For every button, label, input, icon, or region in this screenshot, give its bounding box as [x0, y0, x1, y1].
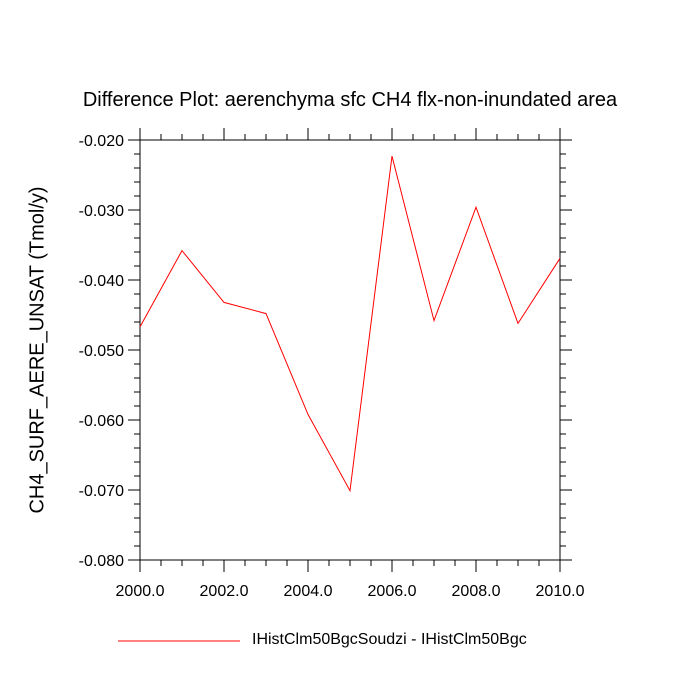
- x-tick-label: 2008.0: [452, 583, 501, 600]
- y-tick-label: -0.040: [79, 273, 124, 290]
- x-tick-label: 2002.0: [200, 583, 249, 600]
- y-tick-label: -0.080: [79, 553, 124, 570]
- tick-layer: [128, 128, 572, 572]
- plot-frame-layer: [139, 139, 561, 561]
- y-tick-label: -0.030: [79, 203, 124, 220]
- y-tick-label: -0.020: [79, 133, 124, 150]
- x-tick-label: 2006.0: [368, 583, 417, 600]
- x-tick-label: 2004.0: [284, 583, 333, 600]
- legend-label: IHistClm50BgcSoudzi - IHistClm50Bgc: [252, 631, 527, 648]
- series-line: [139, 155, 561, 493]
- series-layer: [139, 155, 561, 493]
- plot-frame: [139, 139, 561, 561]
- chart-title: Difference Plot: aerenchyma sfc CH4 flx-…: [82, 89, 618, 111]
- x-tick-label: 2000.0: [116, 583, 165, 600]
- y-tick-label: -0.050: [79, 343, 124, 360]
- tick-label-layer: -0.020 -0.030 -0.040 -0.050 -0.060 -0.070 -0.0…: [79, 133, 585, 600]
- x-tick-label: 2010.0: [536, 583, 585, 600]
- y-tick-label: -0.070: [79, 483, 124, 500]
- y-tick-label: -0.060: [79, 413, 124, 430]
